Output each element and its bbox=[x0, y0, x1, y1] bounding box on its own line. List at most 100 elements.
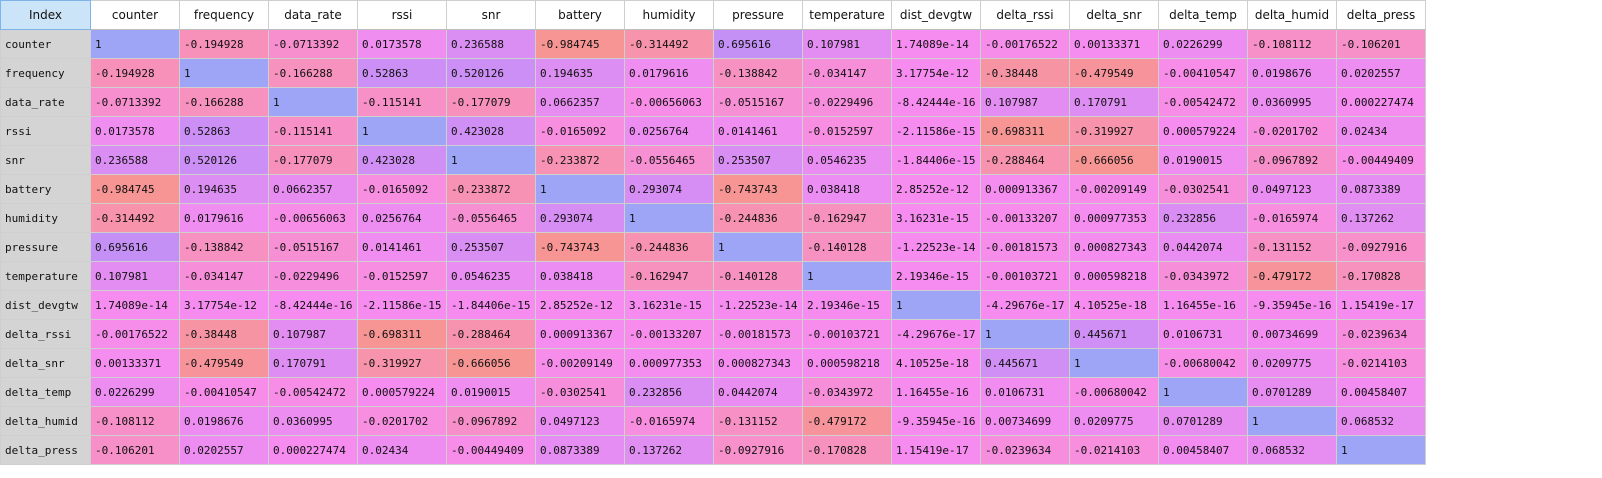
table-cell[interactable]: 0.137262 bbox=[624, 435, 714, 465]
table-cell[interactable]: 0.000579224 bbox=[1158, 116, 1248, 146]
table-cell[interactable]: 0.236588 bbox=[90, 145, 180, 175]
table-cell[interactable]: -0.479172 bbox=[802, 406, 892, 436]
table-cell[interactable]: 0.000227474 bbox=[1336, 87, 1426, 117]
table-cell[interactable]: -0.743743 bbox=[535, 232, 625, 262]
column-header-dist-devgtw[interactable]: dist_devgtw bbox=[891, 0, 981, 30]
table-cell[interactable]: -0.115141 bbox=[357, 87, 447, 117]
column-header-frequency[interactable]: frequency bbox=[179, 0, 269, 30]
table-cell[interactable]: 1.16455e-16 bbox=[891, 377, 981, 407]
row-header-battery[interactable]: battery bbox=[0, 174, 91, 204]
table-cell[interactable]: 2.85252e-12 bbox=[535, 290, 625, 320]
table-cell[interactable]: -4.29676e-17 bbox=[980, 290, 1070, 320]
table-cell[interactable]: -2.11586e-15 bbox=[891, 116, 981, 146]
table-cell[interactable]: 0.107981 bbox=[90, 261, 180, 291]
correlation-matrix-table[interactable]: Index counter frequency data_rate rssi snr ba… bbox=[0, 0, 1426, 465]
table-cell[interactable]: -0.177079 bbox=[268, 145, 358, 175]
table-cell[interactable]: -0.0239634 bbox=[1336, 319, 1426, 349]
table-cell[interactable]: -0.0214103 bbox=[1069, 435, 1159, 465]
table-cell[interactable]: -0.140128 bbox=[713, 261, 803, 291]
table-cell[interactable]: -0.0713392 bbox=[90, 87, 180, 117]
table-cell[interactable]: -0.233872 bbox=[535, 145, 625, 175]
table-cell[interactable]: -0.00680042 bbox=[1069, 377, 1159, 407]
table-cell[interactable]: 0.0546235 bbox=[446, 261, 536, 291]
table-cell[interactable]: -0.108112 bbox=[90, 406, 180, 436]
table-cell[interactable]: 0.0662357 bbox=[535, 87, 625, 117]
table-cell[interactable]: -0.0165092 bbox=[535, 116, 625, 146]
table-cell[interactable]: 0.695616 bbox=[713, 29, 803, 59]
table-cell[interactable]: 0.0190015 bbox=[1158, 145, 1248, 175]
table-cell[interactable]: 0.0173578 bbox=[90, 116, 180, 146]
table-cell[interactable]: -1.84406e-15 bbox=[891, 145, 981, 175]
table-cell[interactable]: 4.10525e-18 bbox=[1069, 290, 1159, 320]
table-cell[interactable]: 0.0873389 bbox=[1336, 174, 1426, 204]
table-cell[interactable]: 0.293074 bbox=[624, 174, 714, 204]
table-cell[interactable]: 0.0226299 bbox=[90, 377, 180, 407]
table-cell[interactable]: 1 bbox=[268, 87, 358, 117]
table-cell[interactable]: 0.0198676 bbox=[179, 406, 269, 436]
table-cell[interactable]: -0.194928 bbox=[179, 29, 269, 59]
column-header-delta-temp[interactable]: delta_temp bbox=[1158, 0, 1248, 30]
table-cell[interactable]: 0.0173578 bbox=[357, 29, 447, 59]
table-cell[interactable]: -0.0343972 bbox=[802, 377, 892, 407]
table-cell[interactable]: -0.00209149 bbox=[1069, 174, 1159, 204]
table-cell[interactable]: -0.00542472 bbox=[1158, 87, 1248, 117]
table-cell[interactable]: 0.0190015 bbox=[446, 377, 536, 407]
table-cell[interactable]: 1 bbox=[1069, 348, 1159, 378]
table-cell[interactable]: 0.038418 bbox=[802, 174, 892, 204]
table-cell[interactable]: 0.000977353 bbox=[624, 348, 714, 378]
table-cell[interactable]: -0.138842 bbox=[713, 58, 803, 88]
index-column-header[interactable]: Index bbox=[0, 0, 91, 30]
table-cell[interactable]: 0.293074 bbox=[535, 203, 625, 233]
table-cell[interactable]: 1.74089e-14 bbox=[90, 290, 180, 320]
column-header-pressure[interactable]: pressure bbox=[713, 0, 803, 30]
table-cell[interactable]: 0.520126 bbox=[446, 58, 536, 88]
table-cell[interactable]: 0.232856 bbox=[624, 377, 714, 407]
row-header-dist-devgtw[interactable]: dist_devgtw bbox=[0, 290, 91, 320]
table-cell[interactable]: 0.0202557 bbox=[179, 435, 269, 465]
table-cell[interactable]: -9.35945e-16 bbox=[1247, 290, 1337, 320]
row-header-counter[interactable]: counter bbox=[0, 29, 91, 59]
table-cell[interactable]: -0.0927916 bbox=[1336, 232, 1426, 262]
table-cell[interactable]: 0.0442074 bbox=[713, 377, 803, 407]
table-cell[interactable]: 0.02434 bbox=[1336, 116, 1426, 146]
table-cell[interactable]: -0.0229496 bbox=[802, 87, 892, 117]
table-cell[interactable]: -0.38448 bbox=[179, 319, 269, 349]
table-cell[interactable]: -0.319927 bbox=[1069, 116, 1159, 146]
table-cell[interactable]: -0.0201702 bbox=[357, 406, 447, 436]
table-cell[interactable]: 1 bbox=[713, 232, 803, 262]
column-header-temperature[interactable]: temperature bbox=[802, 0, 892, 30]
table-cell[interactable]: -0.166288 bbox=[268, 58, 358, 88]
table-cell[interactable]: 1 bbox=[357, 116, 447, 146]
table-cell[interactable]: 0.52863 bbox=[179, 116, 269, 146]
table-cell[interactable]: 0.107987 bbox=[980, 87, 1070, 117]
table-cell[interactable]: 2.19346e-15 bbox=[891, 261, 981, 291]
table-cell[interactable]: -0.743743 bbox=[713, 174, 803, 204]
table-cell[interactable]: 0.038418 bbox=[535, 261, 625, 291]
table-cell[interactable]: -0.0713392 bbox=[268, 29, 358, 59]
table-cell[interactable]: 0.00458407 bbox=[1336, 377, 1426, 407]
table-cell[interactable]: 0.0179616 bbox=[179, 203, 269, 233]
table-cell[interactable]: 0.0209775 bbox=[1069, 406, 1159, 436]
table-cell[interactable]: -0.233872 bbox=[446, 174, 536, 204]
table-cell[interactable]: -0.698311 bbox=[357, 319, 447, 349]
table-cell[interactable]: -0.00410547 bbox=[179, 377, 269, 407]
table-cell[interactable]: 0.0873389 bbox=[535, 435, 625, 465]
table-cell[interactable]: 1 bbox=[90, 29, 180, 59]
table-cell[interactable]: -0.170828 bbox=[1336, 261, 1426, 291]
table-cell[interactable]: 0.00133371 bbox=[90, 348, 180, 378]
table-cell[interactable]: 0.0209775 bbox=[1247, 348, 1337, 378]
table-cell[interactable]: -4.29676e-17 bbox=[891, 319, 981, 349]
table-cell[interactable]: 0.0701289 bbox=[1247, 377, 1337, 407]
table-cell[interactable]: 1 bbox=[535, 174, 625, 204]
table-cell[interactable]: -0.00449409 bbox=[1336, 145, 1426, 175]
table-cell[interactable]: 0.695616 bbox=[90, 232, 180, 262]
table-cell[interactable]: 0.170791 bbox=[268, 348, 358, 378]
table-cell[interactable]: -0.162947 bbox=[802, 203, 892, 233]
column-header-rssi[interactable]: rssi bbox=[357, 0, 447, 30]
table-cell[interactable]: -0.0152597 bbox=[357, 261, 447, 291]
table-cell[interactable]: -0.0556465 bbox=[446, 203, 536, 233]
table-cell[interactable]: 0.0141461 bbox=[713, 116, 803, 146]
table-cell[interactable]: -1.22523e-14 bbox=[891, 232, 981, 262]
table-cell[interactable]: -0.244836 bbox=[713, 203, 803, 233]
table-cell[interactable]: 0.068532 bbox=[1247, 435, 1337, 465]
